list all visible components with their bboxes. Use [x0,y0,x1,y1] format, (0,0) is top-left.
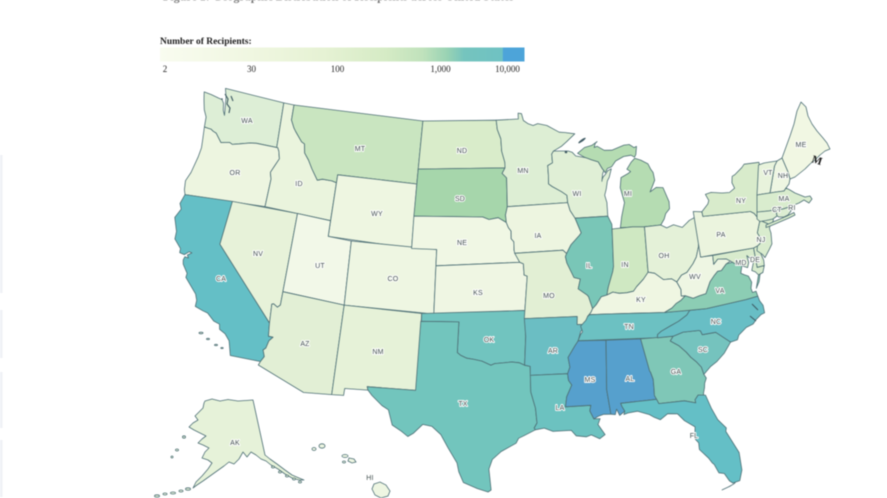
svg-text:NJ: NJ [757,237,766,244]
svg-text:MD: MD [735,260,746,267]
svg-text:WA: WA [241,118,253,125]
svg-text:GA: GA [671,369,682,376]
svg-text:10,000: 10,000 [495,64,520,74]
svg-text:UT: UT [315,263,325,270]
svg-text:TX: TX [458,401,467,408]
svg-text:ME: ME [796,142,807,149]
svg-text:NY: NY [736,198,746,205]
svg-text:IN: IN [621,262,628,269]
svg-text:OK: OK [484,337,495,344]
svg-text:MT: MT [355,146,366,153]
svg-text:AK: AK [230,440,240,447]
svg-text:AZ: AZ [300,341,310,348]
svg-text:1,000: 1,000 [430,64,451,74]
svg-text:NM: NM [372,349,383,356]
svg-text:30: 30 [247,64,257,74]
svg-text:WI: WI [573,191,582,198]
svg-text:Number of Recipients:: Number of Recipients: [160,37,252,47]
svg-text:CO: CO [388,276,399,283]
svg-text:NV: NV [253,251,263,258]
svg-text:SC: SC [698,347,708,354]
svg-text:OR: OR [230,170,241,177]
svg-text:PA: PA [716,232,725,239]
svg-text:CT: CT [772,207,782,214]
svg-text:MO: MO [543,293,555,300]
svg-text:IA: IA [534,233,541,240]
svg-text:HI: HI [366,475,373,482]
svg-text:VT: VT [763,170,773,177]
svg-text:CA: CA [216,276,226,283]
svg-text:NC: NC [711,319,722,326]
svg-text:WV: WV [689,274,701,281]
svg-text:KS: KS [473,290,483,297]
svg-text:VA: VA [715,288,724,295]
svg-text:MS: MS [585,377,596,384]
svg-text:NH: NH [778,173,789,180]
svg-text:MA: MA [779,196,790,203]
svg-text:MN: MN [517,168,528,175]
svg-text:M: M [810,153,824,168]
svg-text:OH: OH [659,253,670,260]
svg-text:FL: FL [690,433,699,440]
svg-text:Figure 1: Geographic Distribut: Figure 1: Geographic Distribution of Rec… [163,0,514,4]
svg-text:2: 2 [163,64,168,74]
svg-text:ID: ID [295,181,302,188]
svg-text:DE: DE [750,257,760,264]
svg-text:NE: NE [457,240,467,247]
svg-text:TN: TN [624,324,634,331]
svg-text:MI: MI [624,191,632,198]
svg-text:KY: KY [636,297,646,304]
svg-text:AR: AR [548,348,558,355]
svg-text:100: 100 [331,64,345,74]
svg-text:RI: RI [788,205,795,212]
svg-text:LA: LA [556,405,565,412]
svg-text:ND: ND [457,148,468,155]
svg-text:SD: SD [455,196,465,203]
svg-text:AL: AL [626,376,635,383]
svg-text:WY: WY [371,211,383,218]
svg-text:IL: IL [586,263,592,270]
